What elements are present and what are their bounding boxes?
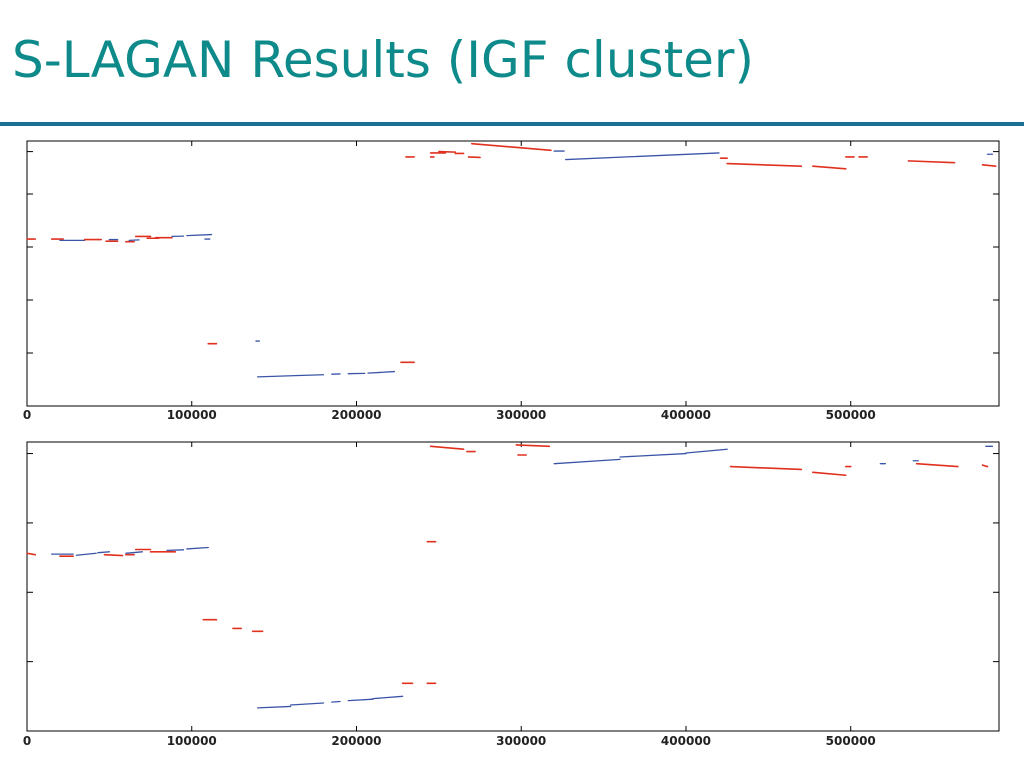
alignment-segment-reverse	[619, 452, 687, 458]
x-tick-label: 200000	[331, 408, 381, 422]
x-tick-label: 0	[23, 408, 31, 422]
alignment-segment-reverse	[128, 239, 140, 242]
alignment-segment-reverse	[256, 705, 292, 709]
x-tick-label: 300000	[496, 408, 546, 422]
alignment-segment-forward	[471, 142, 552, 152]
alignment-segment-reverse	[367, 370, 396, 374]
alignment-segment-reverse	[372, 695, 404, 700]
alignment-segment-reverse	[289, 702, 325, 706]
alignment-segment-forward	[812, 165, 847, 170]
alignment-segment-forward	[467, 156, 481, 159]
alignment-segment-forward	[515, 444, 551, 448]
x-tick-label: 300000	[496, 734, 546, 748]
x-tick-label: 500000	[826, 734, 876, 748]
alignment-segment-forward	[726, 162, 803, 167]
x-tick-label: 500000	[826, 408, 876, 422]
alignment-segment-reverse	[186, 546, 209, 550]
alignment-segment-forward	[438, 150, 457, 153]
alignment-segment-reverse	[166, 549, 185, 552]
alignment-segment-forward	[26, 552, 37, 556]
plot-frame	[26, 140, 1000, 407]
alignment-segment-forward	[729, 465, 803, 471]
x-tick-label: 200000	[331, 734, 381, 748]
alignment-segment-reverse	[685, 448, 728, 454]
alignment-segment-forward	[915, 462, 959, 468]
alignment-segment-forward	[907, 160, 956, 164]
alignment-segment-reverse	[125, 551, 143, 554]
alignment-segment-reverse	[553, 458, 621, 465]
x-tick-label: 400000	[661, 408, 711, 422]
x-tick-label: 400000	[661, 734, 711, 748]
x-tick-label: 100000	[167, 734, 217, 748]
alignment-segment-reverse	[97, 551, 111, 554]
alignment-segment-forward	[812, 471, 847, 477]
plot-frame	[26, 441, 1000, 732]
x-tick-label: 100000	[167, 408, 217, 422]
alignment-segment-reverse	[298, 374, 325, 377]
alignment-segment-forward	[981, 464, 989, 468]
x-tick-label: 0	[23, 734, 31, 748]
alignment-segment-reverse	[256, 374, 300, 378]
alignment-segment-reverse	[186, 233, 213, 237]
dot-plot-bottom: 0 100000 200000 300000 400000 500000	[23, 441, 1000, 748]
slide-title: S-LAGAN Results (IGF cluster)	[12, 31, 754, 89]
title-rule	[0, 122, 1024, 126]
alignment-segment-forward	[981, 164, 997, 167]
alignment-segment-forward	[103, 553, 124, 557]
alignment-segment-reverse	[347, 698, 374, 702]
alignment-segment-reverse	[331, 700, 341, 703]
alignment-segment-reverse	[75, 552, 97, 556]
alignment-segment-forward	[429, 445, 465, 451]
dot-plot-top: 0 100000 200000 300000 400000 500000	[23, 140, 1000, 422]
alignment-segment-reverse	[565, 152, 720, 161]
